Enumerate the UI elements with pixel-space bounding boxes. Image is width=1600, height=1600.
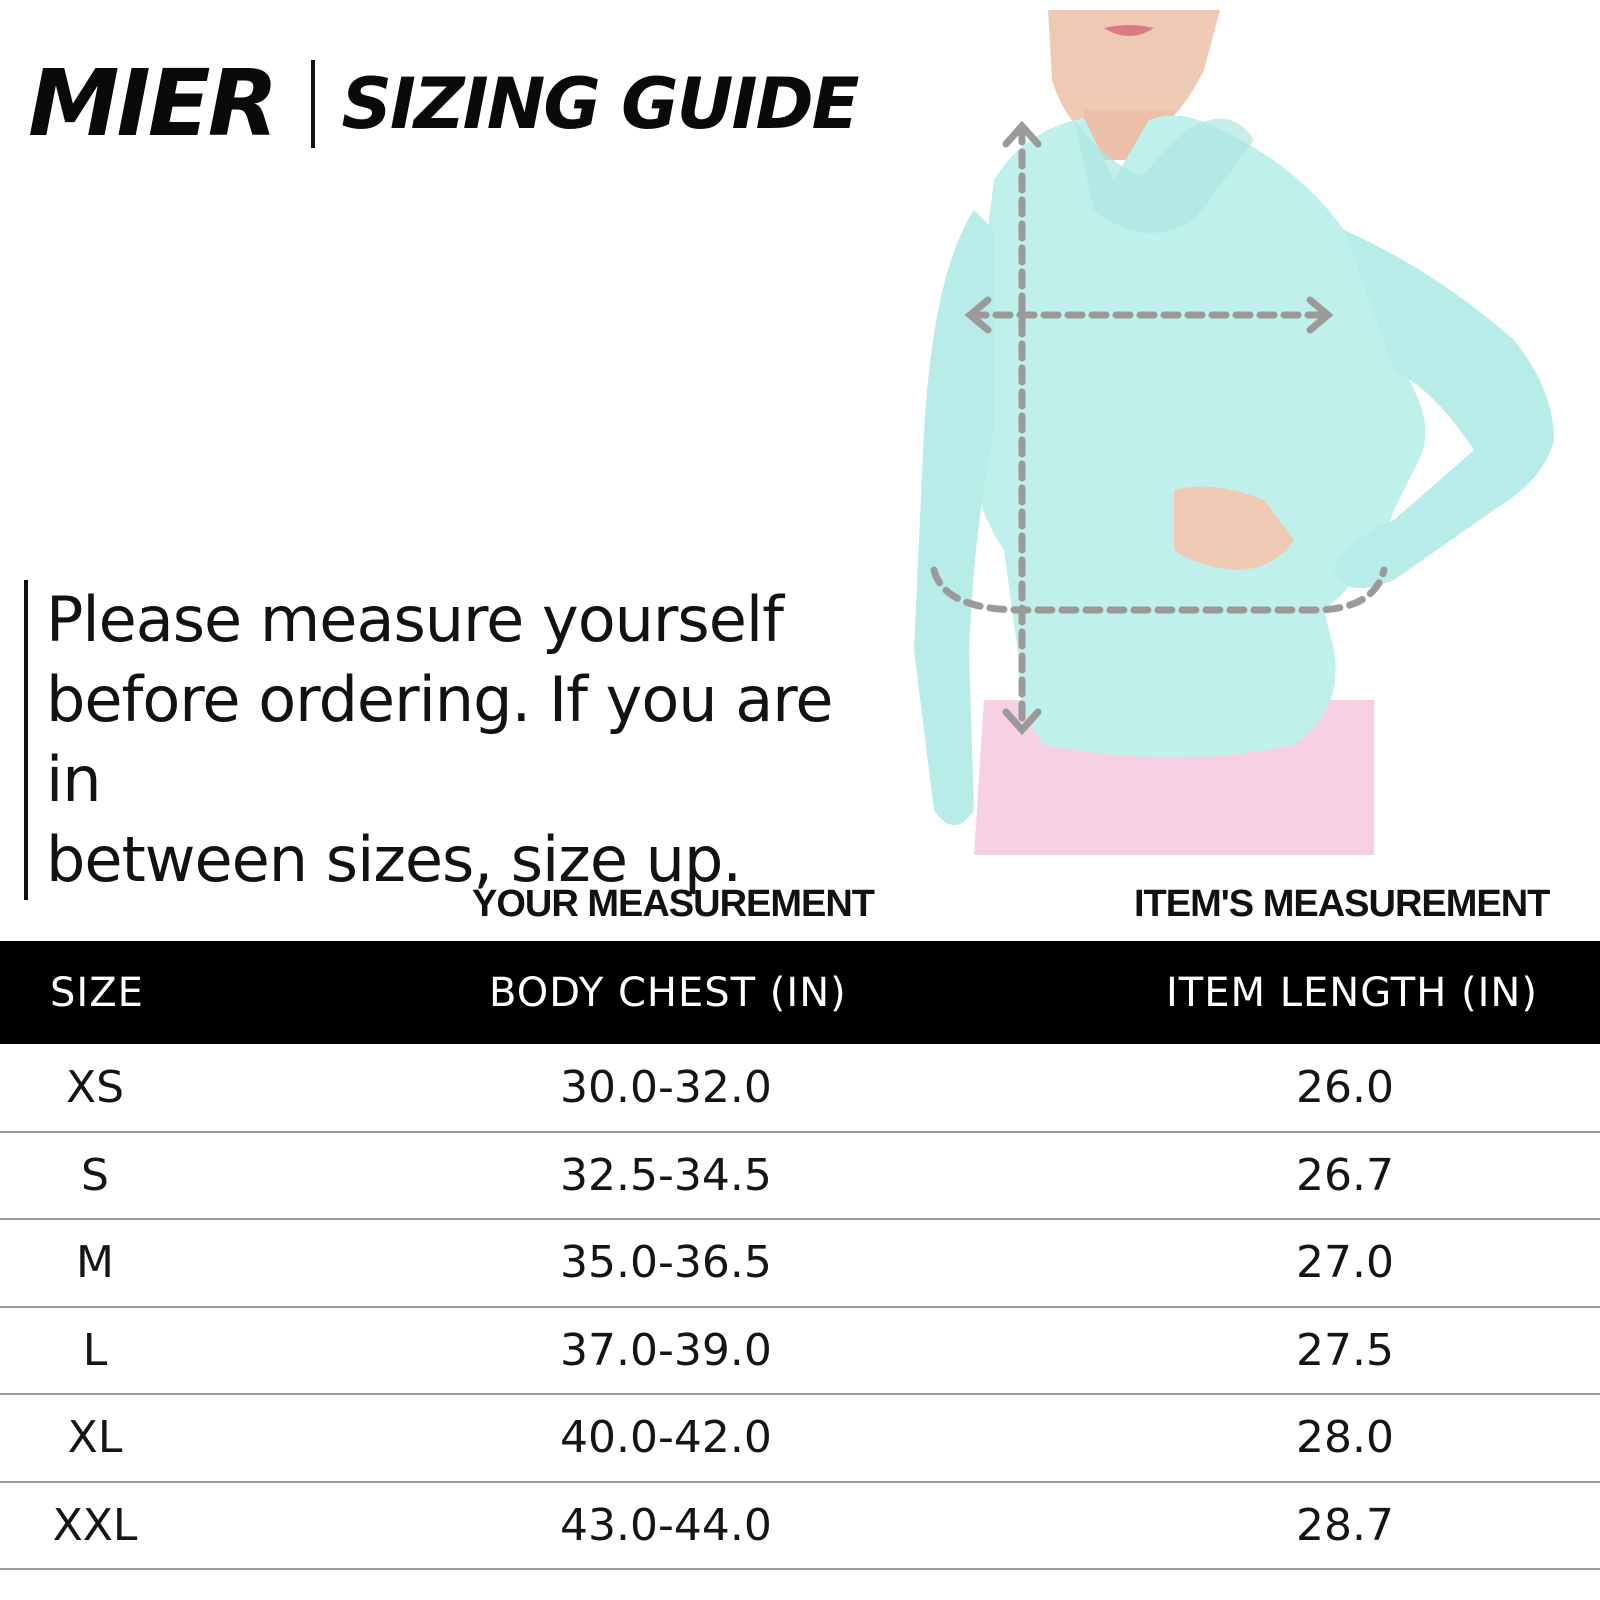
table-header-row: SIZE BODY CHEST (IN) ITEM LENGTH (IN) <box>0 941 1600 1044</box>
model-hood <box>1074 118 1254 233</box>
length-cell: 27.0 <box>1296 1237 1394 1289</box>
chest-cell: 37.0-39.0 <box>560 1324 772 1376</box>
measure-note: Please measure yourself before ordering.… <box>24 580 846 900</box>
chest-cell: 32.5-34.5 <box>560 1149 772 1201</box>
brand-logo: MIER <box>28 50 278 157</box>
item-measurement-heading: ITEM'S MEASUREMENT <box>1134 883 1550 925</box>
brand-header: MIER SIZING GUIDE <box>28 50 859 157</box>
length-cell: 28.7 <box>1296 1499 1394 1551</box>
model-lips <box>1104 25 1154 36</box>
chest-cell: 43.0-44.0 <box>560 1499 772 1551</box>
table-row: XS 30.0-32.0 26.0 <box>0 1044 1600 1132</box>
column-header-item-length: ITEM LENGTH (IN) <box>1166 969 1538 1016</box>
page-title: SIZING GUIDE <box>341 63 859 145</box>
table-row: XXL 43.0-44.0 28.7 <box>0 1482 1600 1569</box>
size-cell: S <box>81 1149 109 1201</box>
size-cell: M <box>76 1237 114 1289</box>
table-row: XL 40.0-42.0 28.0 <box>0 1394 1600 1482</box>
size-cell: XL <box>67 1412 123 1464</box>
chest-cell: 35.0-36.5 <box>560 1237 772 1289</box>
note-line: Please measure yourself <box>46 583 784 656</box>
model-shirt <box>968 115 1426 758</box>
arrow-top <box>1002 120 1042 148</box>
arrow-right <box>1306 296 1334 334</box>
length-cell: 28.0 <box>1296 1412 1394 1464</box>
length-cell: 26.7 <box>1296 1149 1394 1201</box>
size-cell: XS <box>65 1061 125 1113</box>
header-divider <box>311 60 316 148</box>
note-line: before ordering. If you are in <box>46 663 834 816</box>
column-header-size: SIZE <box>50 969 144 1016</box>
model-left-sleeve <box>914 210 994 825</box>
table-row: M 35.0-36.5 27.0 <box>0 1219 1600 1307</box>
table-row: S 32.5-34.5 26.7 <box>0 1132 1600 1219</box>
size-cell: L <box>82 1324 108 1376</box>
model-photo <box>914 10 1554 855</box>
chest-cell: 40.0-42.0 <box>560 1412 772 1464</box>
your-measurement-heading: YOUR MEASUREMENT <box>472 883 875 925</box>
model-right-sleeve <box>1334 230 1554 588</box>
column-header-body-chest: BODY CHEST (IN) <box>489 969 847 1016</box>
model-face <box>1048 10 1220 142</box>
size-table: SIZE BODY CHEST (IN) ITEM LENGTH (IN) XS… <box>0 941 1600 1570</box>
arrow-bottom <box>1002 708 1042 736</box>
model-hand <box>1174 486 1294 570</box>
table-row: L 37.0-39.0 27.5 <box>0 1307 1600 1394</box>
length-cell: 26.0 <box>1296 1061 1394 1113</box>
arrow-left <box>964 296 992 334</box>
size-cell: XXL <box>52 1499 138 1551</box>
hem-guide <box>930 566 1388 614</box>
note-line: between sizes, size up. <box>46 823 742 896</box>
chest-cell: 30.0-32.0 <box>560 1061 772 1113</box>
length-cell: 27.5 <box>1296 1324 1394 1376</box>
